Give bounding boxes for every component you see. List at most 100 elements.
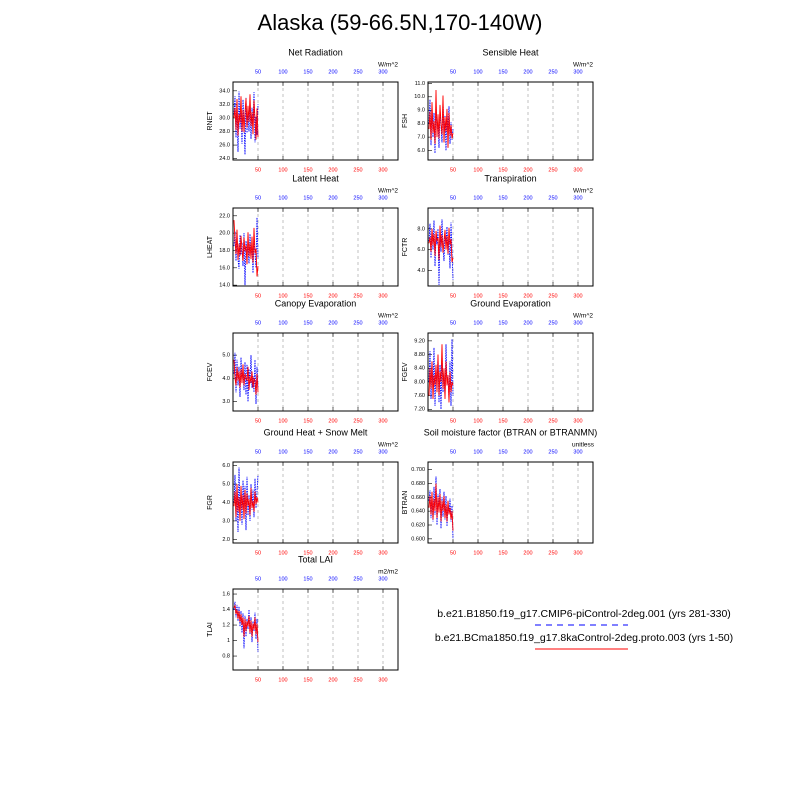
panel: Ground Heat + Snow Melt W/m^2 FGR 50 50 100 10…	[207, 427, 399, 556]
y-axis-label: FCTR	[402, 238, 409, 257]
x-top-tick-label: 300	[573, 320, 582, 326]
x-top-tick-label: 200	[328, 195, 337, 201]
y-tick-label: 5.0	[222, 482, 230, 488]
x-top-tick-label: 200	[523, 320, 532, 326]
x-tick-label: 200	[328, 418, 337, 424]
panel-title: Soil moisture factor (BTRAN or BTRANMN)	[424, 427, 598, 437]
units-label: W/m^2	[378, 442, 398, 449]
y-tick-label: 8.40	[414, 366, 425, 372]
y-axis-label: TLAI	[207, 622, 214, 637]
x-tick-label: 150	[303, 293, 312, 299]
x-tick-label: 150	[498, 550, 507, 556]
x-tick-label: 300	[573, 418, 582, 424]
x-top-tick-label: 100	[278, 576, 287, 582]
x-top-tick-label: 100	[278, 69, 287, 75]
x-tick-label: 50	[450, 418, 456, 424]
x-top-tick-label: 150	[303, 69, 312, 75]
y-tick-label: 0.700	[411, 467, 425, 473]
series-line	[428, 225, 454, 263]
x-tick-label: 50	[450, 293, 456, 299]
series-line	[428, 344, 454, 403]
plot-frame	[232, 207, 399, 287]
y-tick-label: 1.6	[222, 591, 230, 597]
y-tick-label: 6.0	[417, 148, 425, 154]
plot-frame	[232, 461, 399, 544]
x-tick-label: 150	[498, 293, 507, 299]
x-top-tick-label: 200	[328, 320, 337, 326]
panel-title: Transpiration	[484, 173, 536, 183]
y-tick-label: 9.0	[417, 108, 425, 114]
x-top-tick-label: 250	[548, 69, 557, 75]
x-tick-label: 100	[278, 677, 287, 683]
plot-frame	[427, 332, 594, 412]
panel-title: Net Radiation	[288, 47, 343, 57]
y-tick-label: 18.0	[219, 248, 230, 254]
units-label: W/m^2	[573, 62, 593, 69]
series-line	[233, 467, 259, 532]
x-top-tick-label: 200	[523, 69, 532, 75]
y-tick-label: 3.0	[222, 399, 230, 405]
y-tick-label: 20.0	[219, 231, 230, 237]
y-tick-label: 8.0	[417, 226, 425, 232]
x-tick-label: 50	[255, 418, 261, 424]
plot-frame	[232, 332, 399, 412]
y-tick-label: 34.0	[219, 88, 230, 94]
x-tick-label: 200	[523, 167, 532, 173]
x-tick-label: 50	[450, 550, 456, 556]
series-line	[428, 483, 454, 531]
panel: Sensible Heat W/m^2 FSH 50 50 100 100 150 150 200…	[402, 47, 594, 173]
panel: Latent Heat W/m^2 LHEAT 50 50 100 100 150 150 200…	[207, 173, 399, 299]
x-top-tick-label: 50	[255, 320, 261, 326]
x-top-tick-label: 100	[473, 449, 482, 455]
x-top-tick-label: 150	[303, 195, 312, 201]
series-line	[428, 99, 454, 154]
y-tick-label: 24.0	[219, 156, 230, 162]
series-line	[233, 220, 259, 277]
y-tick-label: 1.4	[222, 607, 230, 613]
y-axis-label: FSH	[402, 114, 409, 128]
x-top-tick-label: 300	[378, 449, 387, 455]
y-tick-label: 8.00	[414, 379, 425, 385]
y-tick-label: 0.8	[222, 654, 230, 660]
plot-frame	[232, 588, 399, 671]
x-tick-label: 250	[353, 550, 362, 556]
panel: Canopy Evaporation W/m^2 FCEV 50 50 100 100 150…	[207, 298, 399, 424]
x-top-tick-label: 250	[353, 195, 362, 201]
units-label: W/m^2	[378, 188, 398, 195]
x-tick-label: 150	[498, 418, 507, 424]
panel: Total LAI m2/m2 TLAI 50 50 100 100 150 150 200 200…	[207, 554, 399, 683]
x-tick-label: 100	[473, 550, 482, 556]
x-tick-label: 250	[353, 418, 362, 424]
y-axis-label: FGEV	[402, 362, 409, 381]
series-line	[428, 90, 454, 148]
x-top-tick-label: 250	[548, 449, 557, 455]
y-tick-label: 10.0	[414, 94, 425, 100]
x-top-tick-label: 150	[498, 69, 507, 75]
x-tick-label: 150	[303, 550, 312, 556]
x-tick-label: 150	[303, 167, 312, 173]
x-tick-label: 200	[328, 677, 337, 683]
x-top-tick-label: 300	[378, 195, 387, 201]
x-tick-label: 200	[328, 293, 337, 299]
y-axis-label: RNET	[207, 111, 214, 131]
x-tick-label: 200	[328, 550, 337, 556]
x-tick-label: 100	[473, 167, 482, 173]
x-tick-label: 300	[378, 167, 387, 173]
y-tick-label: 4.0	[222, 500, 230, 506]
panel-title: Latent Heat	[292, 173, 339, 183]
x-top-tick-label: 200	[523, 449, 532, 455]
x-tick-label: 50	[255, 293, 261, 299]
series-line	[428, 476, 454, 539]
x-top-tick-label: 50	[450, 69, 456, 75]
plot-frame	[427, 207, 594, 287]
x-tick-label: 300	[573, 293, 582, 299]
x-tick-label: 300	[378, 677, 387, 683]
x-top-tick-label: 50	[450, 320, 456, 326]
x-top-tick-label: 250	[353, 320, 362, 326]
y-tick-label: 8.0	[417, 121, 425, 127]
y-tick-label: 0.640	[411, 509, 425, 515]
y-axis-label: LHEAT	[207, 235, 214, 258]
x-top-tick-label: 150	[498, 320, 507, 326]
y-tick-label: 9.20	[414, 338, 425, 344]
